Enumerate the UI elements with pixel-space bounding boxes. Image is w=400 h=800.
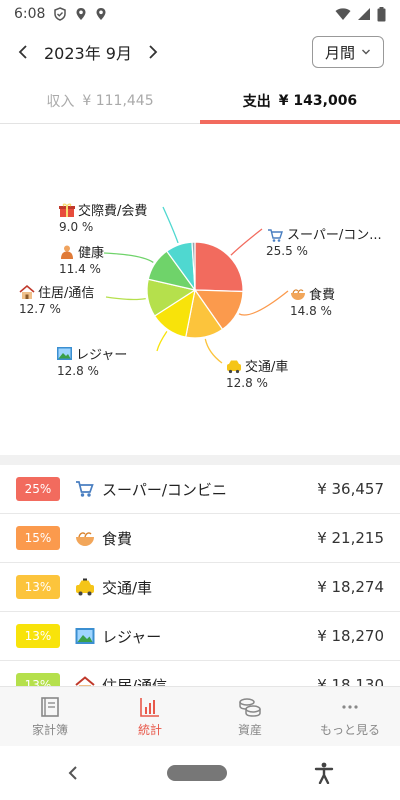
chevron-down-icon: [362, 49, 370, 55]
category-name: スーパー/コンビニ: [102, 480, 227, 499]
category-amount: ¥ 21,215: [317, 529, 384, 547]
pie-label-1: 食費: [309, 287, 335, 303]
house-icon: [19, 284, 35, 299]
pie-leader-line: [105, 296, 146, 301]
list-item[interactable]: 25% スーパー/コンビニ ¥ 36,457: [0, 465, 400, 514]
nav-label: 統計: [137, 722, 162, 737]
expense-pie-chart: スーパー/コン... 25.5 % 食費 14.8 % 交通/車 12.8 %: [0, 125, 400, 455]
pie-pct-1: 14.8 %: [290, 304, 332, 318]
tab-income-amount: ¥ 111,445: [82, 92, 154, 109]
percent-badge: 13%: [16, 624, 60, 648]
income-expense-tabs: 収入 ¥ 111,445 支出 ¥ 143,006: [0, 78, 400, 124]
pie-slice[interactable]: [191, 241, 196, 291]
pie-label-4: 住居/通信: [38, 286, 94, 301]
prev-month-button[interactable]: [6, 32, 40, 72]
system-nav-bar: [0, 746, 400, 800]
next-month-button[interactable]: [136, 32, 170, 72]
period-select-label: 月間: [324, 43, 355, 62]
book-icon: [41, 696, 59, 717]
status-time: 6:08: [14, 6, 46, 22]
month-title: 2023年 9月: [44, 44, 132, 63]
shield-icon: [54, 7, 67, 21]
category-amount: ¥ 36,457: [317, 480, 384, 498]
list-item[interactable]: 13% 交通/車 ¥ 18,274: [0, 563, 400, 612]
percent-badge: 15%: [16, 526, 60, 550]
pie-label-5: 健康: [78, 245, 104, 261]
bottom-nav: 家計簿 統計 資産 もっと見る: [0, 686, 400, 746]
coins-icon: [239, 697, 261, 717]
accessibility-icon[interactable]: [314, 762, 334, 784]
picture-icon: [74, 625, 96, 647]
taxi-icon: [227, 360, 241, 374]
status-bar: 6:08: [0, 0, 400, 28]
category-name: レジャー: [102, 627, 162, 646]
category-list: 25% スーパー/コンビニ ¥ 36,457 15% 食費 ¥ 21,215: [0, 465, 400, 710]
back-icon[interactable]: [66, 765, 80, 781]
pie-leader-line: [156, 330, 168, 352]
bar-chart-icon: [140, 697, 159, 717]
person-icon: [61, 245, 73, 259]
more-icon: [342, 704, 358, 709]
tab-expense-label: 支出: [242, 93, 271, 110]
pie-label-group: スーパー/コン... 25.5 % 食費 14.8 % 交通/車 12.8 %: [19, 203, 382, 390]
tab-income-label: 収入: [46, 93, 75, 110]
pie-label-2: 交通/車: [245, 359, 288, 375]
category-name: 交通/車: [102, 578, 153, 597]
location-icon: [76, 8, 86, 20]
nav-item-household-book[interactable]: 家計簿: [0, 687, 100, 746]
pie-leader-line: [230, 228, 263, 256]
category-amount: ¥ 18,274: [317, 578, 384, 596]
nav-label: 家計簿: [31, 722, 68, 737]
chevron-left-icon: [18, 45, 27, 59]
gift-icon: [59, 203, 75, 217]
wifi-icon: [335, 8, 351, 20]
battery-icon: [377, 6, 386, 21]
tab-expense-amount: ¥ 143,006: [278, 92, 358, 109]
pie-leader-line: [238, 290, 289, 316]
pie-leader-line: [162, 206, 179, 244]
nav-item-assets[interactable]: 資産: [200, 687, 300, 746]
pie-label-6: 交際費/会費: [78, 203, 147, 219]
ramen-icon: [291, 289, 305, 300]
category-amount: ¥ 18,270: [317, 627, 384, 645]
nav-item-more[interactable]: もっと見る: [300, 687, 400, 746]
pie-pct-5: 11.4 %: [59, 262, 101, 276]
nav-label: 資産: [237, 722, 262, 737]
percent-badge: 25%: [16, 477, 60, 501]
percent-badge: 13%: [16, 575, 60, 599]
tab-expense[interactable]: 支出 ¥ 143,006: [200, 78, 400, 124]
pie-pct-4: 12.7 %: [19, 302, 61, 316]
taxi-icon: [74, 576, 96, 598]
category-name: 食費: [102, 529, 133, 548]
location-icon: [96, 8, 106, 20]
pie-pct-0: 25.5 %: [266, 244, 308, 258]
chevron-right-icon: [149, 45, 158, 59]
ramen-icon: [74, 527, 96, 549]
pie-slice[interactable]: [194, 241, 244, 293]
list-item[interactable]: 13% レジャー ¥ 18,270: [0, 612, 400, 661]
pie-pct-6: 9.0 %: [59, 220, 93, 234]
tab-income[interactable]: 収入 ¥ 111,445: [0, 78, 200, 123]
period-select[interactable]: 月間: [312, 36, 384, 68]
nav-label: もっと見る: [319, 722, 380, 737]
cart-icon: [74, 478, 96, 500]
picture-icon: [57, 347, 72, 360]
pie-label-3: レジャー: [76, 348, 127, 363]
pie-pct-3: 12.8 %: [57, 364, 99, 378]
list-item[interactable]: 15% 食費 ¥ 21,215: [0, 514, 400, 563]
pie-leader-line: [204, 338, 223, 364]
pie-pct-2: 12.8 %: [226, 376, 268, 390]
header: 2023年 9月 月間: [0, 30, 400, 74]
section-divider: [0, 455, 400, 465]
cart-icon: [268, 229, 283, 242]
pie-label-0: スーパー/コン...: [287, 228, 382, 243]
home-button[interactable]: [167, 765, 227, 781]
signal-icon: [358, 8, 370, 20]
pie-chart-svg: スーパー/コン... 25.5 % 食費 14.8 % 交通/車 12.8 %: [19, 203, 382, 390]
nav-item-statistics[interactable]: 統計: [100, 687, 200, 746]
pie-leader-line: [103, 252, 154, 263]
